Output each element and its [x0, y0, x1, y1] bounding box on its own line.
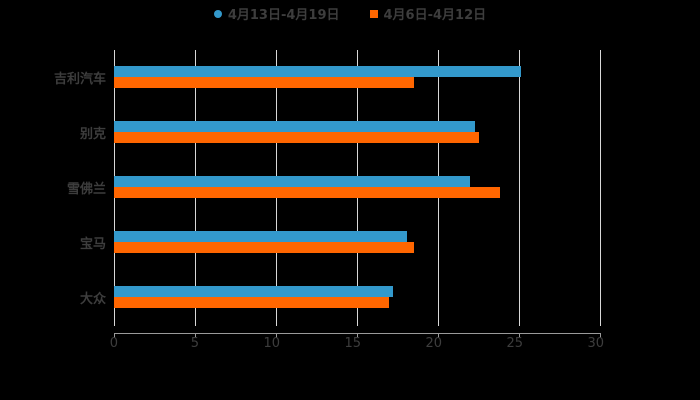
axis-tick: [276, 333, 277, 338]
category-label: 宝马: [79, 237, 106, 252]
axis-tick-label: 15: [344, 336, 361, 351]
axis-tick-label: 30: [587, 336, 604, 351]
axis-tick-label: 25: [506, 336, 523, 351]
axis-tick: [519, 333, 520, 338]
gridline: [600, 50, 601, 326]
category-label: 吉利汽车: [53, 72, 106, 87]
axis-tick: [195, 333, 196, 338]
axis-tick-label: 20: [425, 336, 442, 351]
chart-legend: 4月13日-4月19日 4月6日-4月12日: [0, 4, 700, 23]
axis-tick: [438, 333, 439, 338]
bar-week2[interactable]: [114, 176, 471, 187]
axis-tick: [357, 333, 358, 338]
legend-item-week1[interactable]: 4月6日-4月12日: [369, 4, 487, 23]
legend-label: 4月13日-4月19日: [227, 8, 340, 23]
bar-week2[interactable]: [114, 66, 521, 77]
legend-marker-blue-icon: [213, 9, 222, 18]
bar-week1[interactable]: [114, 297, 390, 308]
category-label: 大众: [79, 292, 106, 307]
bar-week1[interactable]: [114, 187, 500, 198]
axis-tick-label: 0: [109, 336, 118, 351]
legend-item-week2[interactable]: 4月13日-4月19日: [213, 4, 340, 23]
axis-tick: [600, 333, 601, 338]
category-label: 雪佛兰: [66, 182, 106, 197]
bar-week1[interactable]: [114, 242, 414, 253]
bar-week2[interactable]: [114, 286, 393, 297]
legend-label: 4月6日-4月12日: [383, 8, 487, 23]
axis-tick-label: 5: [190, 336, 199, 351]
bar-week2[interactable]: [114, 231, 408, 242]
axis-tick-label: 10: [263, 336, 280, 351]
bar-week1[interactable]: [114, 77, 414, 88]
bar-week1[interactable]: [114, 132, 479, 143]
axis-tick: [114, 333, 115, 338]
legend-marker-orange-icon: [369, 9, 378, 18]
bar-week2[interactable]: [114, 121, 476, 132]
gridline: [519, 50, 520, 326]
x-axis-line: [114, 333, 601, 334]
category-label: 别克: [79, 127, 106, 142]
